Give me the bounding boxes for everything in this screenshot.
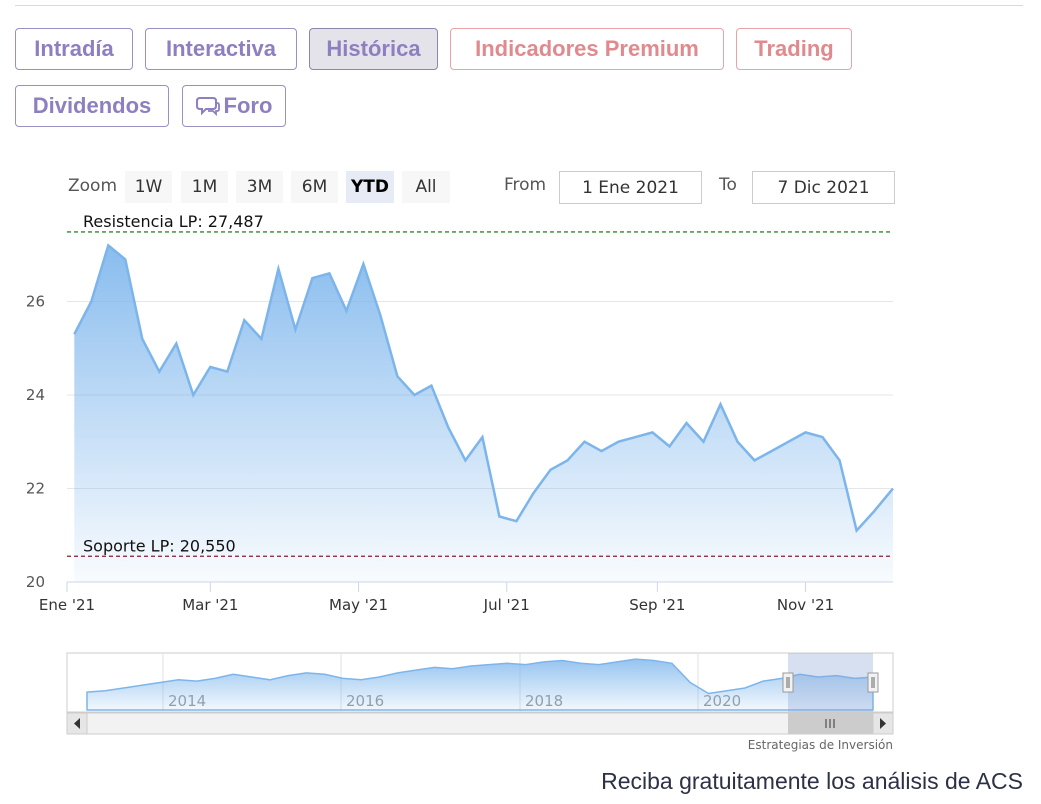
top-divider — [15, 5, 1023, 6]
tab-dividendos[interactable]: Dividendos — [15, 85, 169, 127]
x-tick-label: May '21 — [329, 596, 388, 614]
tab-label: Indicadores Premium — [475, 36, 699, 61]
price-area — [74, 245, 894, 582]
zoom-all-button[interactable]: All — [402, 171, 450, 203]
tab-label: Intradía — [34, 36, 114, 61]
tab-historica[interactable]: Histórica — [309, 28, 438, 70]
tab-label: Dividendos — [32, 93, 152, 118]
x-tick-label: Ene '21 — [39, 596, 95, 614]
y-tick-label: 26 — [26, 292, 45, 310]
tab-intradia[interactable]: Intradía — [15, 28, 133, 70]
zoom-3m-button[interactable]: 3M — [236, 171, 283, 203]
tab-indicadores-premium[interactable]: Indicadores Premium — [450, 28, 724, 70]
from-label: From — [504, 175, 547, 195]
resistance-label: Resistencia LP: 27,487 — [83, 212, 264, 231]
zoom-ytd-button[interactable]: YTD — [346, 171, 394, 203]
zoom-1m-button[interactable]: 1M — [181, 171, 228, 203]
to-label: To — [719, 175, 737, 195]
price-line — [73, 243, 894, 534]
tab-foro[interactable]: Foro — [182, 85, 286, 127]
tab-label: Foro — [223, 93, 273, 118]
y-tick-label: 22 — [26, 479, 45, 497]
zoom-1w-button[interactable]: 1W — [125, 171, 172, 203]
y-axis-labels: 20 22 24 26 — [26, 292, 45, 591]
tab-label: Trading — [754, 36, 834, 61]
tab-label: Histórica — [326, 36, 421, 61]
to-date-input[interactable]: 7 Dic 2021 — [752, 171, 895, 204]
tab-label: Interactiva — [165, 36, 277, 61]
scrollbar-track[interactable] — [66, 712, 894, 735]
support-label: Soporte LP: 20,550 — [83, 536, 236, 555]
zoom-6m-button[interactable]: 6M — [291, 171, 338, 203]
chat-bubbles-icon — [195, 95, 220, 117]
plot-lines: Resistencia LP: 27,487 Soporte LP: 20,550 — [67, 212, 893, 557]
navigator-selected-range[interactable] — [788, 653, 873, 712]
x-tick-label: Jul '21 — [483, 596, 530, 614]
tab-trading[interactable]: Trading — [736, 28, 852, 70]
x-tick-label: Nov '21 — [777, 596, 834, 614]
y-tick-label: 20 — [26, 573, 45, 591]
scrollbar-left-arrow[interactable] — [66, 712, 88, 735]
from-date-input[interactable]: 1 Ene 2021 — [559, 171, 702, 204]
scrollbar-thumb[interactable] — [788, 713, 873, 734]
tab-interactiva[interactable]: Interactiva — [145, 28, 297, 70]
scrollbar-right-arrow[interactable] — [872, 712, 894, 735]
x-tick-label: Sep '21 — [629, 596, 685, 614]
chart-credits[interactable]: Estrategias de Inversión — [748, 738, 893, 752]
navigator-handle-left[interactable] — [782, 672, 794, 693]
zoom-label: Zoom — [68, 176, 118, 196]
cta-text[interactable]: Reciba gratuitamente los análisis de ACS — [601, 768, 1023, 794]
y-tick-label: 24 — [26, 386, 45, 404]
x-tick-label: Mar '21 — [182, 596, 238, 614]
navigator-handle-right[interactable] — [867, 672, 879, 693]
x-axis-labels: Ene '21 Mar '21 May '21 Jul '21 Sep '21 Nov '… — [39, 582, 834, 614]
